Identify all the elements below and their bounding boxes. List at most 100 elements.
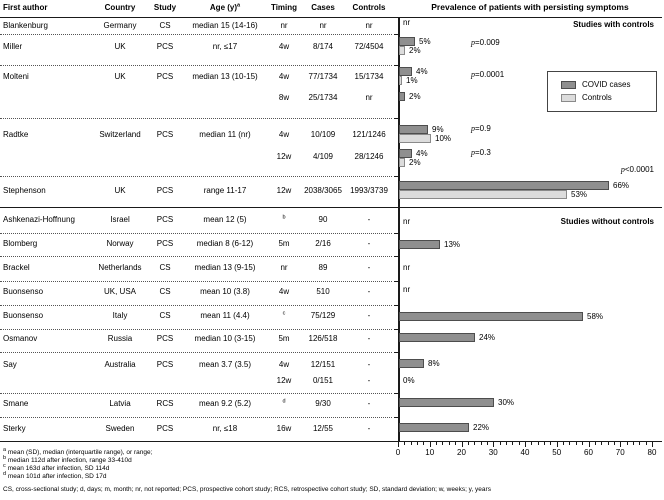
cell-timing: 5m [278,239,290,248]
x-axis-tick-label: 30 [488,448,498,457]
footnote-c: c mean 163d after infection, SD 114d [3,462,110,472]
bar-covid-blomberg [399,240,440,249]
x-axis-minor-tick [575,442,577,445]
cell-cases: 9/30 [315,399,331,408]
cell-cases: 0/151 [312,376,334,385]
cell-author: Ashkenazi-Hoffnung [3,215,75,224]
row-separator [0,352,392,353]
cell-cases: 10/109 [310,130,336,139]
cell-age: mean 9.2 (5.2) [198,399,252,408]
bar-covid-miller [399,37,415,46]
bar-value-label-molteni-4w: 4% [416,67,428,76]
table-row-cont: 8w 25/1734 nr [3,93,395,103]
cell-controls: - [367,287,371,296]
legend-label-controls: Controls [582,93,612,102]
col-timing: Timing [270,3,298,12]
cell-author: Osmanov [3,334,38,343]
x-axis-major-tick [525,442,526,447]
nr-label-ashkenazi-hoffnung: nr [403,217,411,226]
cell-study [145,376,185,386]
cell-timing: 4w [278,130,290,139]
cell-age: mean 11 (4.4) [200,311,250,320]
cell-controls: - [367,360,371,369]
y-axis-tick [394,281,398,282]
cell-author: Say [3,360,17,369]
x-axis-minor-tick [626,442,628,445]
bar-covid-radtke-12w [399,149,412,158]
section-label-without-controls: Studies without controls [560,217,654,226]
col-study: Study [153,3,177,12]
bar-value-label-osmanov: 24% [479,333,496,342]
bar-value-label-sterky: 22% [473,423,490,432]
x-axis-minor-tick [537,442,539,445]
cell-controls: - [367,239,371,248]
bar-value-label-say-4w: 8% [428,359,440,368]
cell-cases: 12/55 [312,424,334,433]
cell-study: PCS [156,334,174,343]
cell-study: PCS [156,360,174,369]
bar-value-label-molteni-8w: 2% [409,92,421,101]
bar-value-label-radtke-4w: 9% [432,125,444,134]
cell-study: PCS [156,424,174,433]
table-row-sterky: Sterky Sweden PCS nr, ≤18 16w 12/55 - [3,424,395,434]
nr-label-blankenburg: nr [403,18,411,27]
cell-study: CS [159,311,171,320]
x-axis-minor-tick [563,442,565,445]
x-axis-major-tick [588,442,590,447]
footnote-a: a mean (SD), median (interquartile range… [3,446,153,456]
cell-age: mean 12 (5) [203,215,247,224]
row-separator [0,281,392,282]
x-axis-minor-tick [436,442,438,445]
x-axis-minor-tick [448,442,450,445]
p-value-stephenson: p<0.0001 [620,165,654,174]
bar-covid-say-4w [399,359,424,368]
chart-title: Prevalence of patients with persisting s… [431,2,629,12]
x-axis-tick-label: 20 [457,448,466,457]
bar-value-label-miller: 2% [409,46,421,55]
cell-controls: - [367,263,371,272]
cell-cases: 77/1734 [308,72,338,81]
cell-study [145,152,185,162]
table-row-buonsenso: Buonsenso Italy CS mean 11 (4.4) c 75/129 - [3,311,395,321]
cell-controls: - [367,311,371,320]
cell-study: PCS [156,239,174,248]
cell-country: Switzerland [99,130,141,139]
x-axis-minor-tick [639,442,641,445]
x-axis-minor-tick [486,442,488,445]
x-axis-minor-tick [550,442,552,445]
bar-covid-osmanov [399,333,475,342]
cell-timing: c [282,310,286,317]
table-row-stephenson: Stephenson UK PCS range 11-17 12w 2038/3065 19… [3,186,395,196]
cell-country [95,152,145,162]
x-axis-major-tick [556,442,558,447]
y-axis-tick [394,118,398,119]
x-axis-minor-tick [442,442,444,445]
nr-label-buonsenso-uk-usa: nr [403,285,411,294]
table-row-osmanov: Osmanov Russia PCS median 10 (3-15) 5m 126/51… [3,334,395,344]
cell-age [185,152,265,162]
table-row-miller: Miller UK PCS nr, ≤17 4w 8/174 72/4504 [3,42,395,52]
abbreviations: CS, cross-sectional study; d, days; m, m… [3,486,491,493]
cell-controls: nr [365,93,373,102]
cell-author: Miller [3,42,23,51]
cell-controls: 72/4504 [354,42,384,51]
cell-timing: b [282,214,286,221]
cell-author: Brackel [3,263,30,272]
bar-control-miller [399,46,405,55]
row-separator [0,233,392,234]
x-axis-major-tick [398,442,399,447]
cell-country [95,93,145,103]
cell-timing: 4w [278,42,290,51]
cell-cases: 2/16 [315,239,331,248]
table-row-cont: 12w 0/151 - [3,376,395,386]
cell-study: CS [159,21,171,30]
cell-study [145,93,185,103]
cell-age: mean 10 (3.8) [200,287,250,296]
cell-country [95,376,145,386]
cell-timing: 12w [276,186,292,195]
cell-author: Sterky [3,424,26,433]
x-axis-minor-tick [645,442,647,445]
section-rule [0,207,662,208]
row-separator [0,256,392,257]
